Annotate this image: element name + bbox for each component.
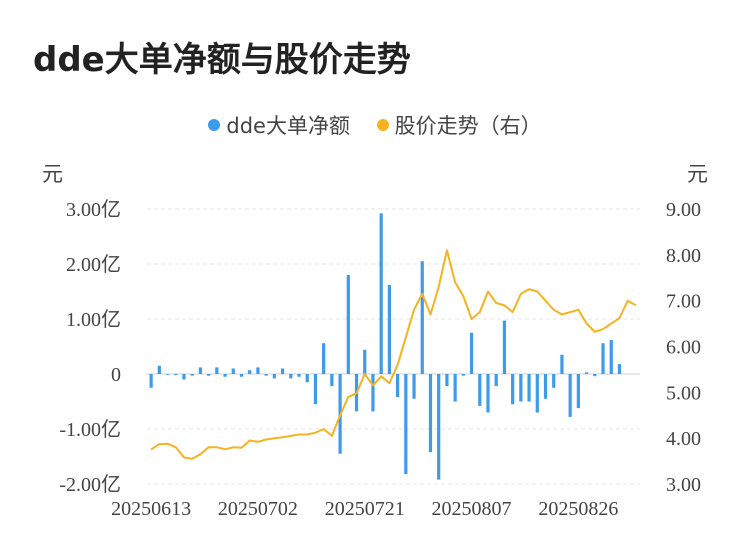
x-tick-label: 20250807	[432, 498, 512, 520]
dde-bar	[289, 374, 293, 379]
dde-bar	[617, 364, 622, 374]
x-tick-label: 20250826	[538, 498, 618, 520]
right-axis-unit: 元	[687, 162, 708, 186]
dde-bar	[428, 374, 433, 453]
dde-bar	[486, 374, 490, 413]
right-tick-label: 5.00	[666, 382, 701, 404]
dde-bar	[272, 374, 276, 379]
bar-layer	[149, 213, 622, 480]
left-tick-label: 2.00亿	[66, 253, 121, 276]
dde-bar	[609, 339, 613, 374]
dde-bar	[568, 374, 572, 417]
chart-title: dde大单净额与股价走势	[33, 40, 411, 80]
dde-bar	[239, 374, 244, 377]
dde-bar	[231, 368, 235, 374]
dde-bar	[552, 374, 556, 388]
x-tick-label: 20250721	[325, 498, 405, 520]
dde-bar	[215, 367, 219, 374]
dde-bar	[584, 372, 589, 374]
dde-bar	[305, 374, 309, 383]
legend-label-price: 股价走势（右）	[394, 114, 542, 138]
right-tick-label: 8.00	[666, 245, 701, 267]
dde-bar	[412, 374, 416, 399]
dde-bar	[420, 261, 424, 374]
x-tick-label: 20250702	[218, 498, 298, 520]
dde-bar	[404, 374, 408, 475]
dde-bar	[593, 374, 597, 377]
dde-bar	[297, 374, 301, 377]
dde-bar	[502, 320, 507, 374]
left-tick-label: -1.00亿	[59, 418, 121, 441]
dde-bar	[461, 374, 465, 376]
dde-bar	[313, 374, 318, 405]
right-tick-label: 3.00	[666, 474, 701, 496]
dde-bar	[396, 374, 400, 398]
dde-bar	[280, 368, 285, 374]
dde-bar	[157, 365, 161, 374]
dde-bar	[198, 367, 203, 374]
dde-bar	[576, 374, 580, 409]
chart-legend: dde大单净额 股价走势（右）	[0, 110, 750, 140]
left-tick-label: 0	[111, 364, 121, 386]
legend-item-price[interactable]: 股价走势（右）	[376, 110, 542, 140]
dde-bar	[478, 374, 482, 406]
axis-layer: 3.00亿 2.00亿 1.00亿 0 -1.00亿 -2.00亿 9.00 8.00 7.00…	[59, 198, 701, 520]
left-tick-label: 3.00亿	[66, 198, 121, 221]
dde-bar	[437, 374, 441, 480]
dde-bar	[264, 374, 268, 376]
dde-bar	[223, 374, 227, 377]
dde-bar	[535, 374, 539, 413]
dde-bar	[182, 374, 186, 380]
left-axis-unit: 元	[42, 162, 63, 186]
legend-label-dde: dde大单净额	[226, 114, 350, 138]
right-tick-label: 6.00	[666, 337, 701, 359]
dde-bar	[560, 354, 564, 374]
dde-bar	[330, 374, 334, 387]
dde-bar	[527, 374, 531, 402]
right-tick-label: 7.00	[666, 291, 701, 313]
dde-bar	[519, 374, 523, 402]
dde-bar	[543, 374, 548, 399]
dde-bar	[469, 332, 474, 374]
legend-dot-dde	[208, 119, 221, 131]
dde-bar	[494, 374, 498, 387]
left-tick-label: -2.00亿	[59, 473, 121, 496]
dde-bar	[601, 343, 605, 374]
dde-bar	[190, 374, 194, 376]
x-tick-label: 20250613	[111, 498, 191, 520]
line-layer	[150, 249, 637, 460]
dde-bar	[379, 213, 383, 374]
dde-bar	[363, 349, 367, 374]
right-tick-label: 9.00	[666, 199, 701, 221]
dde-bar	[453, 374, 457, 402]
legend-item-dde[interactable]: dde大单净额	[208, 110, 350, 140]
right-tick-label: 4.00	[666, 428, 701, 450]
dde-bar	[511, 374, 515, 405]
dde-bar	[174, 374, 178, 376]
grid-layer	[147, 208, 640, 485]
dde-bar	[149, 374, 153, 388]
dde-bar	[346, 275, 350, 374]
dde-bar	[387, 284, 391, 374]
dde-bar	[371, 374, 375, 412]
price-line	[150, 249, 637, 460]
left-tick-label: 1.00亿	[66, 308, 121, 331]
dde-bar	[248, 370, 252, 374]
dde-bar	[256, 367, 260, 374]
dde-bar	[165, 374, 170, 375]
dde-bar	[322, 343, 326, 374]
dde-bar	[207, 374, 211, 376]
legend-dot-price	[376, 119, 389, 131]
dde-bar	[445, 374, 449, 387]
